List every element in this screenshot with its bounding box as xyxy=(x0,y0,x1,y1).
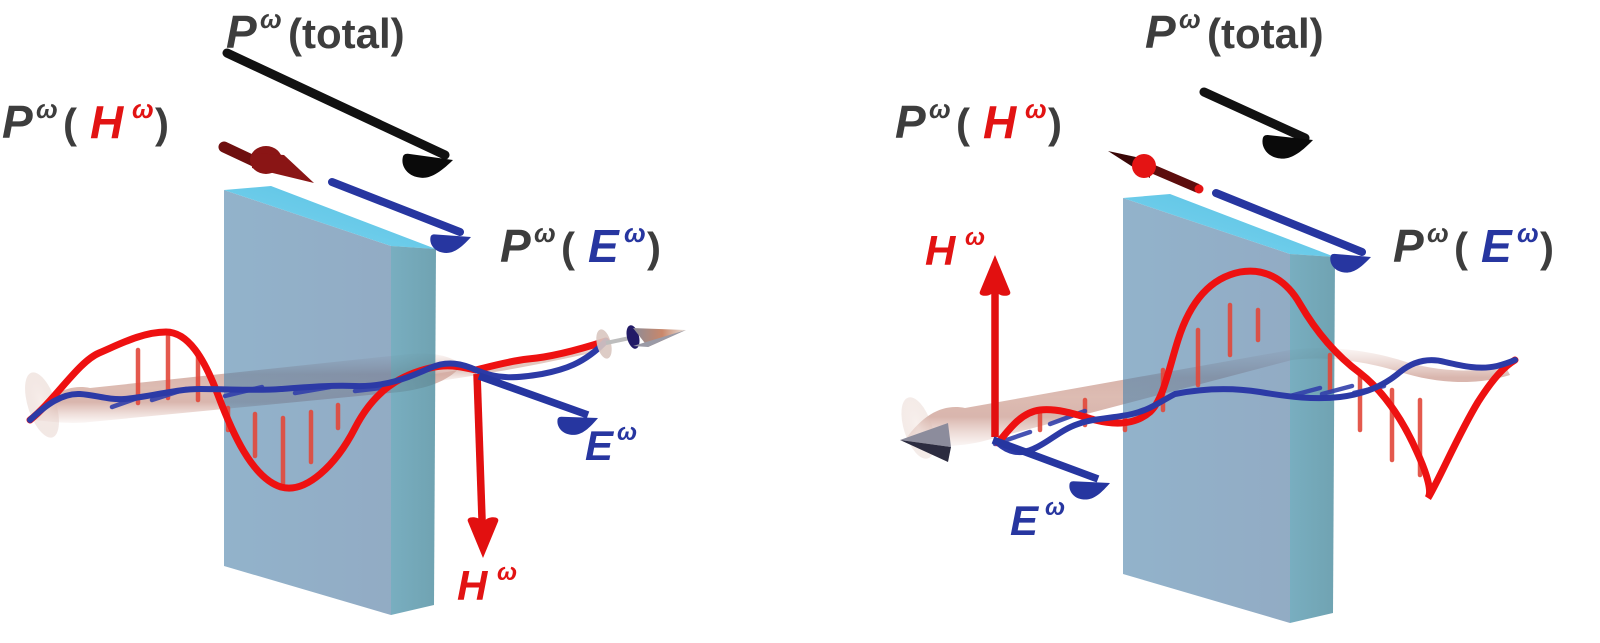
svg-text:E: E xyxy=(588,220,620,272)
svg-text:ω: ω xyxy=(929,94,951,124)
svg-text:ω: ω xyxy=(965,224,985,251)
svg-text:): ) xyxy=(155,100,169,147)
svg-text:(: ( xyxy=(561,224,575,271)
svg-text:ω: ω xyxy=(132,94,154,124)
svg-text:(total): (total) xyxy=(288,10,405,57)
svg-text:E: E xyxy=(1010,497,1040,544)
svg-text:): ) xyxy=(647,224,661,271)
svg-text:(total): (total) xyxy=(1207,10,1324,57)
svg-text:P: P xyxy=(1145,6,1176,58)
svg-text:ω: ω xyxy=(36,94,58,124)
svg-text:P: P xyxy=(2,96,33,148)
svg-text:ω: ω xyxy=(1427,218,1449,248)
svg-text:ω: ω xyxy=(1045,494,1065,521)
svg-text:E: E xyxy=(1481,220,1513,272)
svg-text:P: P xyxy=(500,220,531,272)
svg-text:P: P xyxy=(895,96,926,148)
svg-text:H: H xyxy=(90,96,124,148)
svg-text:ω: ω xyxy=(617,419,637,446)
svg-text:P: P xyxy=(1393,220,1424,272)
svg-text:): ) xyxy=(1048,100,1062,147)
svg-text:(: ( xyxy=(1454,224,1468,271)
svg-text:ω: ω xyxy=(624,218,646,248)
svg-text:H: H xyxy=(925,227,957,274)
svg-text:ω: ω xyxy=(1025,94,1047,124)
svg-text:): ) xyxy=(1540,224,1554,271)
svg-text:ω: ω xyxy=(534,218,556,248)
svg-text:ω: ω xyxy=(1517,218,1539,248)
svg-text:ω: ω xyxy=(1179,4,1201,34)
svg-text:H: H xyxy=(983,96,1017,148)
svg-text:H: H xyxy=(457,562,489,609)
svg-text:(: ( xyxy=(956,100,970,147)
svg-text:E: E xyxy=(585,422,615,469)
svg-text:(: ( xyxy=(63,100,77,147)
svg-text:ω: ω xyxy=(260,4,282,34)
svg-text:P: P xyxy=(226,6,257,58)
svg-text:ω: ω xyxy=(497,559,517,586)
